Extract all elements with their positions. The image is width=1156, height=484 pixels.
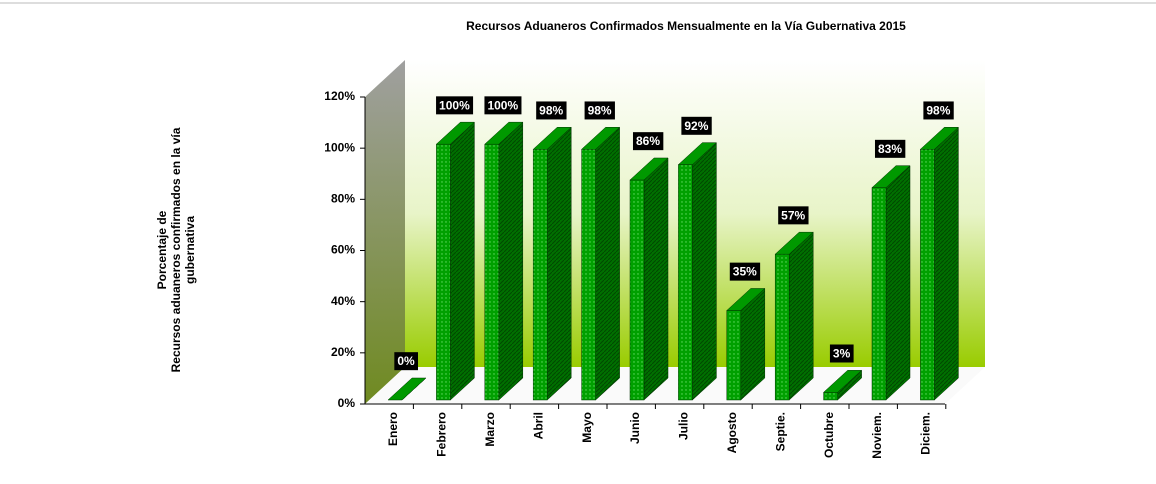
y-axis-title: Porcentaje de Recursos aduaneros confirm… <box>155 127 197 372</box>
y-axis-title-line: Recursos aduaneros confirmados en la vía <box>169 127 183 372</box>
bar-top <box>774 231 814 255</box>
value-label-box <box>923 101 954 120</box>
bar-top <box>822 370 863 393</box>
value-label-box <box>484 96 522 115</box>
value-label-box <box>436 96 474 115</box>
value-label: 57% <box>781 208 805 222</box>
bar-top <box>726 288 766 311</box>
bar-top <box>435 121 476 145</box>
bar-front <box>436 143 451 401</box>
x-tick-label: Febrero <box>435 412 449 457</box>
bar-front <box>484 143 500 401</box>
value-label: 35% <box>733 265 757 279</box>
bar <box>919 126 960 401</box>
x-tick-label: Septie. <box>773 412 787 451</box>
x-tick-label: Marzo <box>483 412 497 447</box>
bar-side <box>546 126 572 401</box>
value-label: 83% <box>878 142 902 156</box>
y-tick-label: 80% <box>331 192 355 206</box>
y-tick-label: 100% <box>324 140 355 154</box>
value-label: 100% <box>487 98 518 112</box>
bar <box>387 377 427 401</box>
bar-side <box>885 165 911 401</box>
bar <box>822 369 863 401</box>
x-tick-label: Octubre <box>822 412 836 458</box>
bar-top <box>677 142 718 165</box>
value-label-box <box>632 132 664 151</box>
y-tick-label: 20% <box>331 345 355 359</box>
x-tick-label: Mayo <box>580 412 594 443</box>
y-tick-label: 120% <box>324 89 355 103</box>
y-axis-title-line: Porcentaje de <box>155 210 169 289</box>
x-tick-label: Agosto <box>725 412 739 453</box>
bar-top <box>871 165 911 188</box>
bar-side <box>788 231 814 401</box>
value-label: 92% <box>684 119 708 133</box>
value-label-box <box>874 139 906 158</box>
y-tick-label: 0% <box>338 396 356 410</box>
bar-top <box>387 377 427 401</box>
bar <box>774 231 814 401</box>
bar-front <box>823 392 838 401</box>
value-label: 3% <box>833 346 851 360</box>
bar-side <box>498 121 524 401</box>
value-label-box <box>681 116 712 135</box>
bar-top <box>629 157 669 181</box>
y-tick-label: 60% <box>331 243 355 257</box>
bar-top <box>919 127 960 150</box>
bar-front <box>774 253 790 401</box>
x-tick-label: Diciem. <box>919 412 933 455</box>
value-label-box <box>584 101 615 120</box>
value-label: 98% <box>588 103 612 117</box>
y-axis-title-line: gubernativa <box>183 216 197 284</box>
value-label-box <box>729 262 761 281</box>
value-label-box <box>536 101 567 120</box>
bar-side <box>643 157 669 401</box>
bar <box>532 126 572 401</box>
bar-front <box>581 149 596 401</box>
bar-front <box>920 149 935 401</box>
x-tick-label: Abril <box>531 412 545 439</box>
side-wall <box>365 60 405 404</box>
bar-front <box>726 310 742 401</box>
bar <box>726 287 766 401</box>
x-tick-label: Enero <box>386 412 400 446</box>
bar-front <box>532 149 548 401</box>
bar-top <box>580 127 621 150</box>
value-label-box <box>394 352 419 371</box>
bar-side <box>934 126 959 401</box>
bar-side <box>692 142 717 401</box>
bar-top <box>532 127 572 150</box>
value-label: 100% <box>439 98 470 112</box>
bar <box>484 121 524 401</box>
value-label: 98% <box>539 103 563 117</box>
bar-front <box>678 164 693 401</box>
value-label: 98% <box>926 103 950 117</box>
value-label-box <box>778 206 809 225</box>
value-label-box <box>829 344 854 363</box>
value-label: 0% <box>397 354 415 368</box>
bar-side <box>595 126 620 401</box>
value-label: 86% <box>636 134 660 148</box>
y-tick-label: 40% <box>331 294 355 308</box>
x-tick-label: Junio <box>628 412 642 444</box>
bar-front <box>871 187 887 401</box>
chart-title: Recursos Aduaneros Confirmados Mensualme… <box>466 19 906 33</box>
bar-top <box>484 121 524 145</box>
bar-side <box>450 121 475 401</box>
x-tick-label: Julio <box>677 412 691 440</box>
x-tick-label: Noviem. <box>870 412 884 459</box>
bar <box>435 121 476 401</box>
bar <box>871 165 911 401</box>
bar <box>629 157 669 401</box>
bar-front <box>629 179 645 401</box>
bar <box>677 142 718 401</box>
bar <box>580 126 621 401</box>
